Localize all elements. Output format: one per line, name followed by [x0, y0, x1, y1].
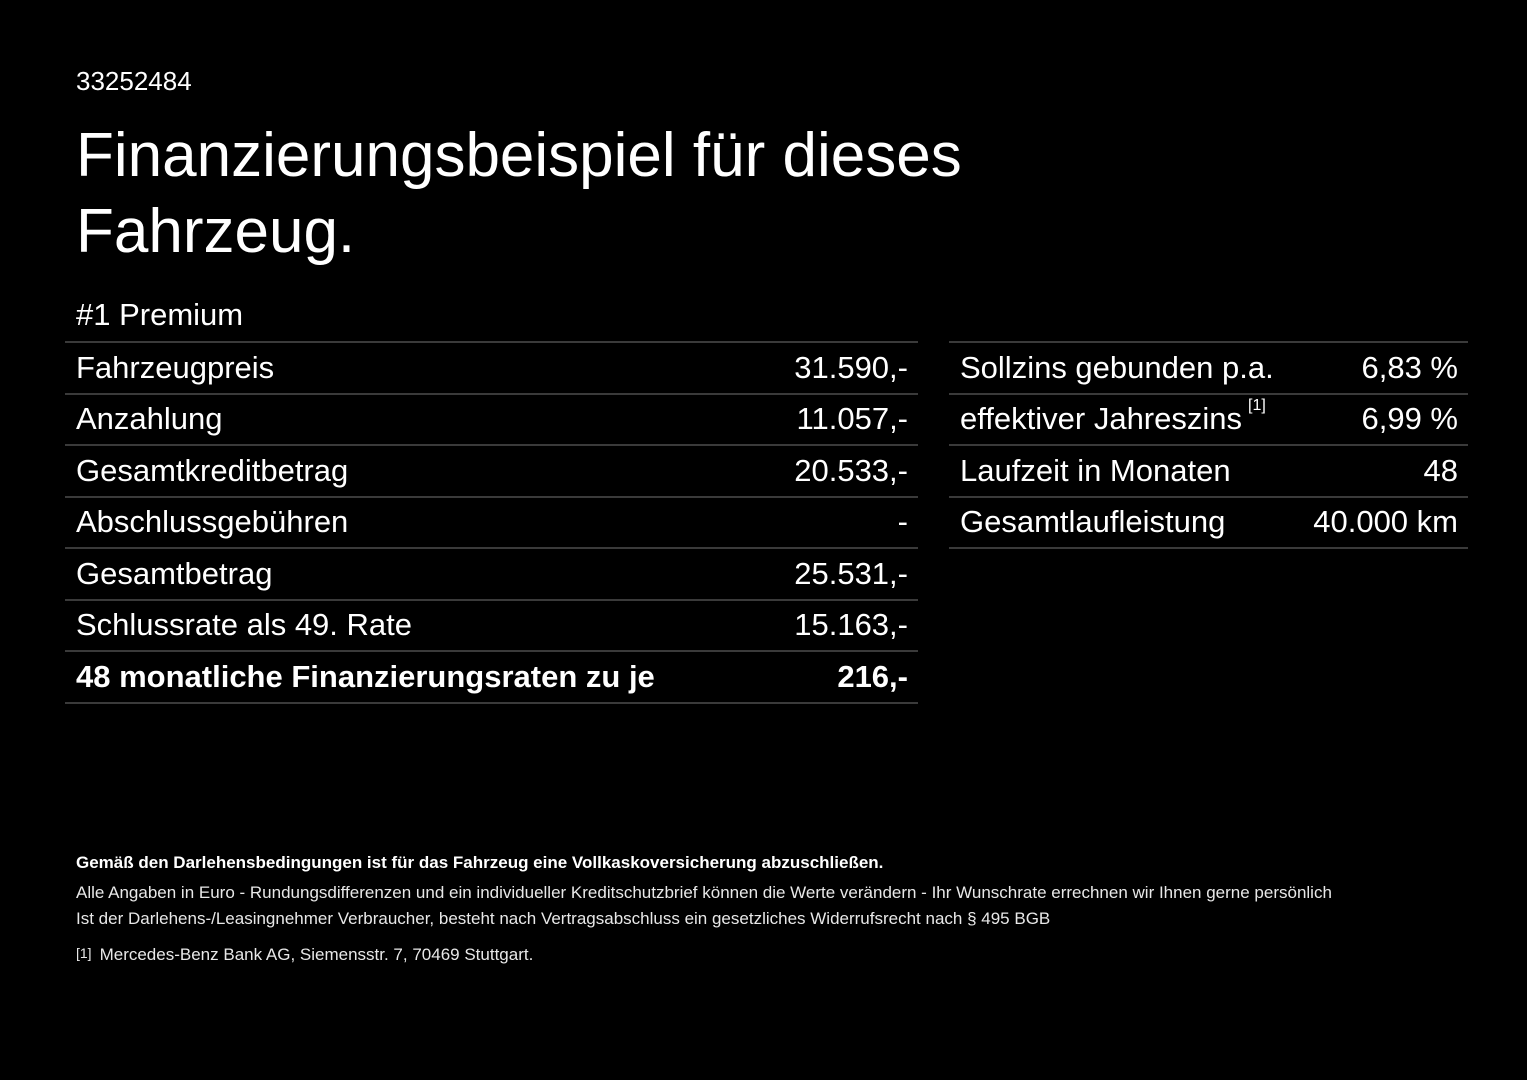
insurance-notice: Gemäß den Darlehensbedingungen ist für d… — [76, 853, 884, 872]
table-row: Gesamtkreditbetrag 20.533,- — [65, 446, 918, 498]
row-label: Schlussrate als 49. Rate — [76, 607, 413, 643]
row-value: 31.590,- — [794, 349, 908, 385]
row-value: 216,- — [837, 658, 908, 694]
row-label: Fahrzeugpreis — [76, 349, 275, 385]
row-value: 25.531,- — [794, 555, 908, 591]
table-row: Anzahlung 11.057,- — [65, 395, 918, 446]
page-title: Finanzierungsbeispiel für dieses Fahrzeu… — [76, 121, 962, 266]
row-value: 15.163,- — [794, 607, 908, 643]
row-value: 6,99 % — [1361, 401, 1458, 437]
row-label: Gesamtkreditbetrag — [76, 452, 349, 488]
row-value: - — [897, 504, 908, 540]
table-row: Gesamtbetrag 25.531,- — [65, 549, 918, 601]
table-row: Fahrzeugpreis 31.590,- — [65, 343, 918, 395]
table-row: Abschlussgebühren - — [65, 498, 918, 549]
disclaimer-line: Ist der Darlehens-/Leasingnehmer Verbrau… — [76, 909, 1051, 928]
footnote-mark: [1] — [76, 945, 92, 961]
table-row: Sollzins gebunden p.a. 6,83 % — [949, 343, 1468, 395]
row-label: Abschlussgebühren — [76, 504, 349, 540]
row-value: 48 — [1423, 452, 1458, 488]
row-label: Sollzins gebunden p.a. — [960, 349, 1274, 385]
vehicle-id: 33252484 — [76, 66, 192, 96]
footnote-text: Mercedes-Benz Bank AG, Siemensstr. 7, 70… — [99, 945, 534, 964]
monthly-rate-row: 48 monatliche Finanzierungsraten zu je 21… — [65, 652, 918, 704]
row-value: 6,83 % — [1361, 349, 1458, 385]
row-label: effektiver Jahreszins — [960, 401, 1242, 437]
table-row: Schlussrate als 49. Rate 15.163,- — [65, 601, 918, 652]
table-row: Gesamtlaufleistung 40.000 km — [949, 498, 1468, 549]
footnote: [1] Mercedes-Benz Bank AG, Siemensstr. 7,… — [76, 945, 533, 965]
row-label: Anzahlung — [76, 401, 223, 437]
row-label: Laufzeit in Monaten — [960, 452, 1231, 488]
row-value: 20.533,- — [794, 452, 908, 488]
footnote-ref: [1] — [1248, 397, 1266, 415]
disclaimer-line: Alle Angaben in Euro - Rundungsdifferenz… — [76, 883, 1332, 902]
table-row: effektiver Jahreszins [1] 6,99 % — [949, 395, 1468, 446]
row-value: 11.057,- — [796, 401, 908, 437]
row-label: Gesamtlaufleistung — [960, 504, 1226, 540]
offer-subtitle: #1 Premium — [76, 297, 244, 332]
row-value: 40.000 km — [1313, 504, 1458, 540]
terms-table: Sollzins gebunden p.a. 6,83 % effektiver … — [949, 341, 1468, 549]
financing-table: Fahrzeugpreis 31.590,- Anzahlung 11.057,- … — [65, 341, 918, 704]
table-row: Laufzeit in Monaten 48 — [949, 446, 1468, 498]
row-label: Gesamtbetrag — [76, 555, 273, 591]
row-label: 48 monatliche Finanzierungsraten zu je — [76, 658, 655, 694]
